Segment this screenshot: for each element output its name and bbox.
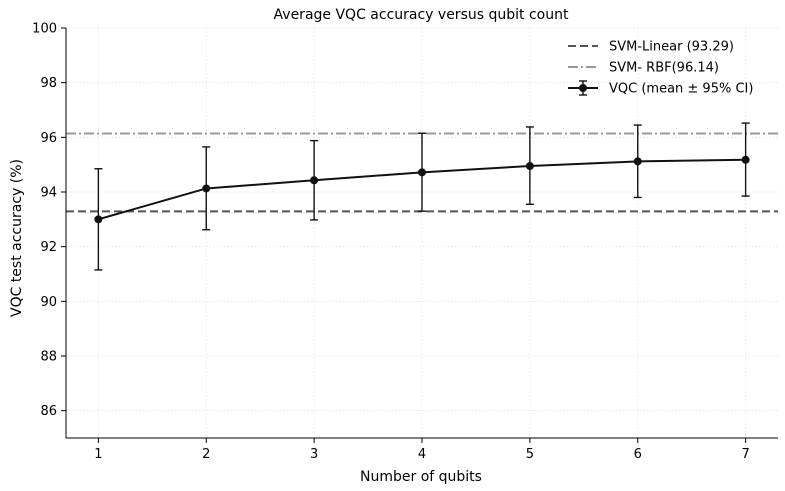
y-axis-label: VQC test accuracy (%): [9, 159, 25, 317]
data-point-4: [418, 168, 426, 177]
y-tick-label-92: 92: [40, 240, 57, 255]
legend: SVM-Linear (93.29) SVM- RBF(96.14) VQC (…: [568, 40, 753, 97]
series-layer: [94, 122, 750, 271]
x-tick-label-2: 2: [202, 447, 210, 462]
y-tick-label-98: 98: [40, 76, 57, 91]
chart-title: Average VQC accuracy versus qubit count: [274, 7, 569, 23]
x-tick-label-1: 1: [94, 447, 102, 462]
y-tick-label-100: 100: [32, 22, 57, 37]
legend-label-vqc: VQC (mean ± 95% CI): [609, 82, 753, 97]
legend-label-svm-linear: SVM-Linear (93.29): [609, 40, 734, 55]
legend-swatch-vqc: [568, 80, 598, 96]
y-tick-label-96: 96: [40, 131, 57, 146]
data-point-2: [202, 184, 211, 193]
y-tick-label-88: 88: [40, 350, 57, 365]
x-tick-label-7: 7: [741, 447, 749, 462]
x-axis-label: Number of qubits: [360, 469, 482, 485]
data-point-3: [310, 176, 319, 185]
legend-vqc-marker: [579, 84, 587, 92]
y-tick-label-86: 86: [40, 404, 57, 419]
data-point-1: [94, 215, 103, 224]
data-point-5: [525, 162, 534, 171]
x-tick-label-4: 4: [418, 447, 426, 462]
y-tick-label-90: 90: [40, 295, 57, 310]
x-tick-label-3: 3: [310, 447, 318, 462]
data-point-7: [741, 155, 750, 164]
ticks: 1 2 3 4 5 6 7 86 88 90 92 94 96 98 100: [32, 22, 750, 463]
y-tick-label-94: 94: [40, 186, 57, 201]
x-tick-label-5: 5: [526, 447, 534, 462]
legend-label-svm-rbf: SVM- RBF(96.14): [609, 61, 719, 76]
x-tick-label-6: 6: [634, 447, 642, 462]
data-point-6: [633, 157, 642, 166]
